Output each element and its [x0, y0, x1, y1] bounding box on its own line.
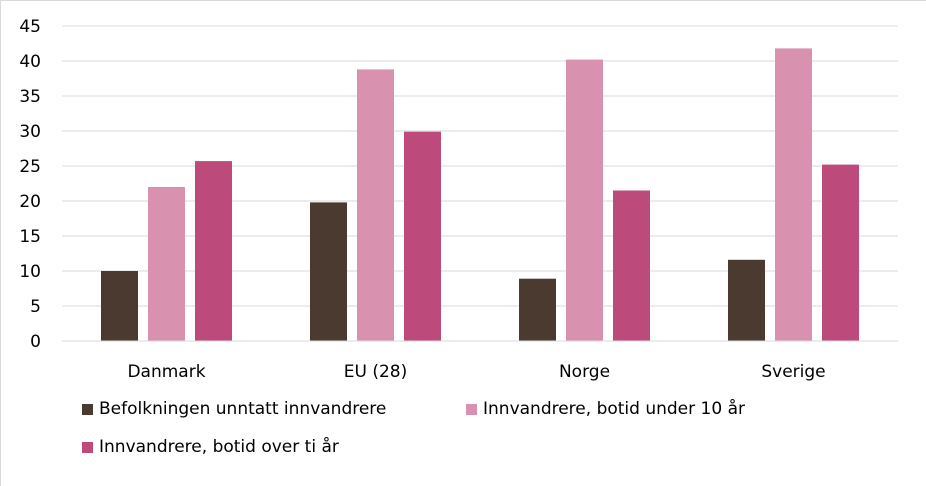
bar-series-0-eu-28 [310, 202, 347, 341]
x-tick-label: Danmark [127, 362, 205, 382]
bar-series-1-danmark [148, 187, 185, 341]
y-tick-label: 10 [19, 262, 41, 282]
legend-item-series-0: Befolkningen unntatt innvandrere [82, 399, 386, 419]
gridlines [62, 25, 898, 307]
y-tick-label: 40 [19, 52, 41, 72]
bar-series-1-norge [566, 59, 603, 341]
y-axis-tick-labels: 0 5 10 15 20 25 30 35 40 45 [19, 17, 41, 352]
bar-series-1-sverige [775, 48, 812, 342]
bar-series-0-danmark [101, 271, 138, 341]
x-tick-label: Sverige [761, 362, 825, 382]
legend-label-series-0: Befolkningen unntatt innvandrere [99, 399, 387, 419]
bar-series-2-danmark [195, 161, 232, 341]
y-tick-label: 5 [30, 297, 41, 317]
bar-series-2-eu-28 [404, 131, 441, 341]
y-tick-label: 45 [19, 17, 41, 37]
x-axis-tick-labels: Danmark EU (28) Norge Sverige [127, 362, 825, 382]
bar-series-1-eu-28 [357, 69, 394, 342]
legend-item-series-1: Innvandrere, botid under 10 år [466, 399, 745, 419]
bar-series-2-sverige [822, 164, 859, 341]
bar-series-2-norge [613, 190, 650, 341]
legend-label-series-2: Innvandrere, botid over ti år [99, 437, 339, 457]
bar-series-0-norge [519, 278, 556, 341]
y-tick-label: 30 [19, 122, 41, 142]
y-tick-label: 35 [19, 87, 41, 107]
y-tick-label: 0 [30, 332, 41, 352]
legend-label-series-1: Innvandrere, botid under 10 år [483, 399, 745, 419]
bar-series-0-sverige [728, 259, 765, 341]
legend-swatch-series-1 [466, 403, 477, 415]
y-tick-label: 25 [19, 157, 41, 177]
x-tick-label: Norge [559, 362, 610, 382]
y-tick-label: 15 [19, 227, 41, 247]
x-tick-label: EU (28) [344, 362, 407, 382]
legend-swatch-series-0 [82, 403, 93, 415]
y-tick-label: 20 [19, 192, 41, 212]
legend-item-series-2: Innvandrere, botid over ti år [82, 437, 339, 457]
legend-swatch-series-2 [82, 441, 93, 453]
bar-chart: 0 5 10 15 20 25 30 35 40 45 Danmark EU (28) Norge Sv… [19, 17, 898, 382]
bars [101, 48, 859, 342]
